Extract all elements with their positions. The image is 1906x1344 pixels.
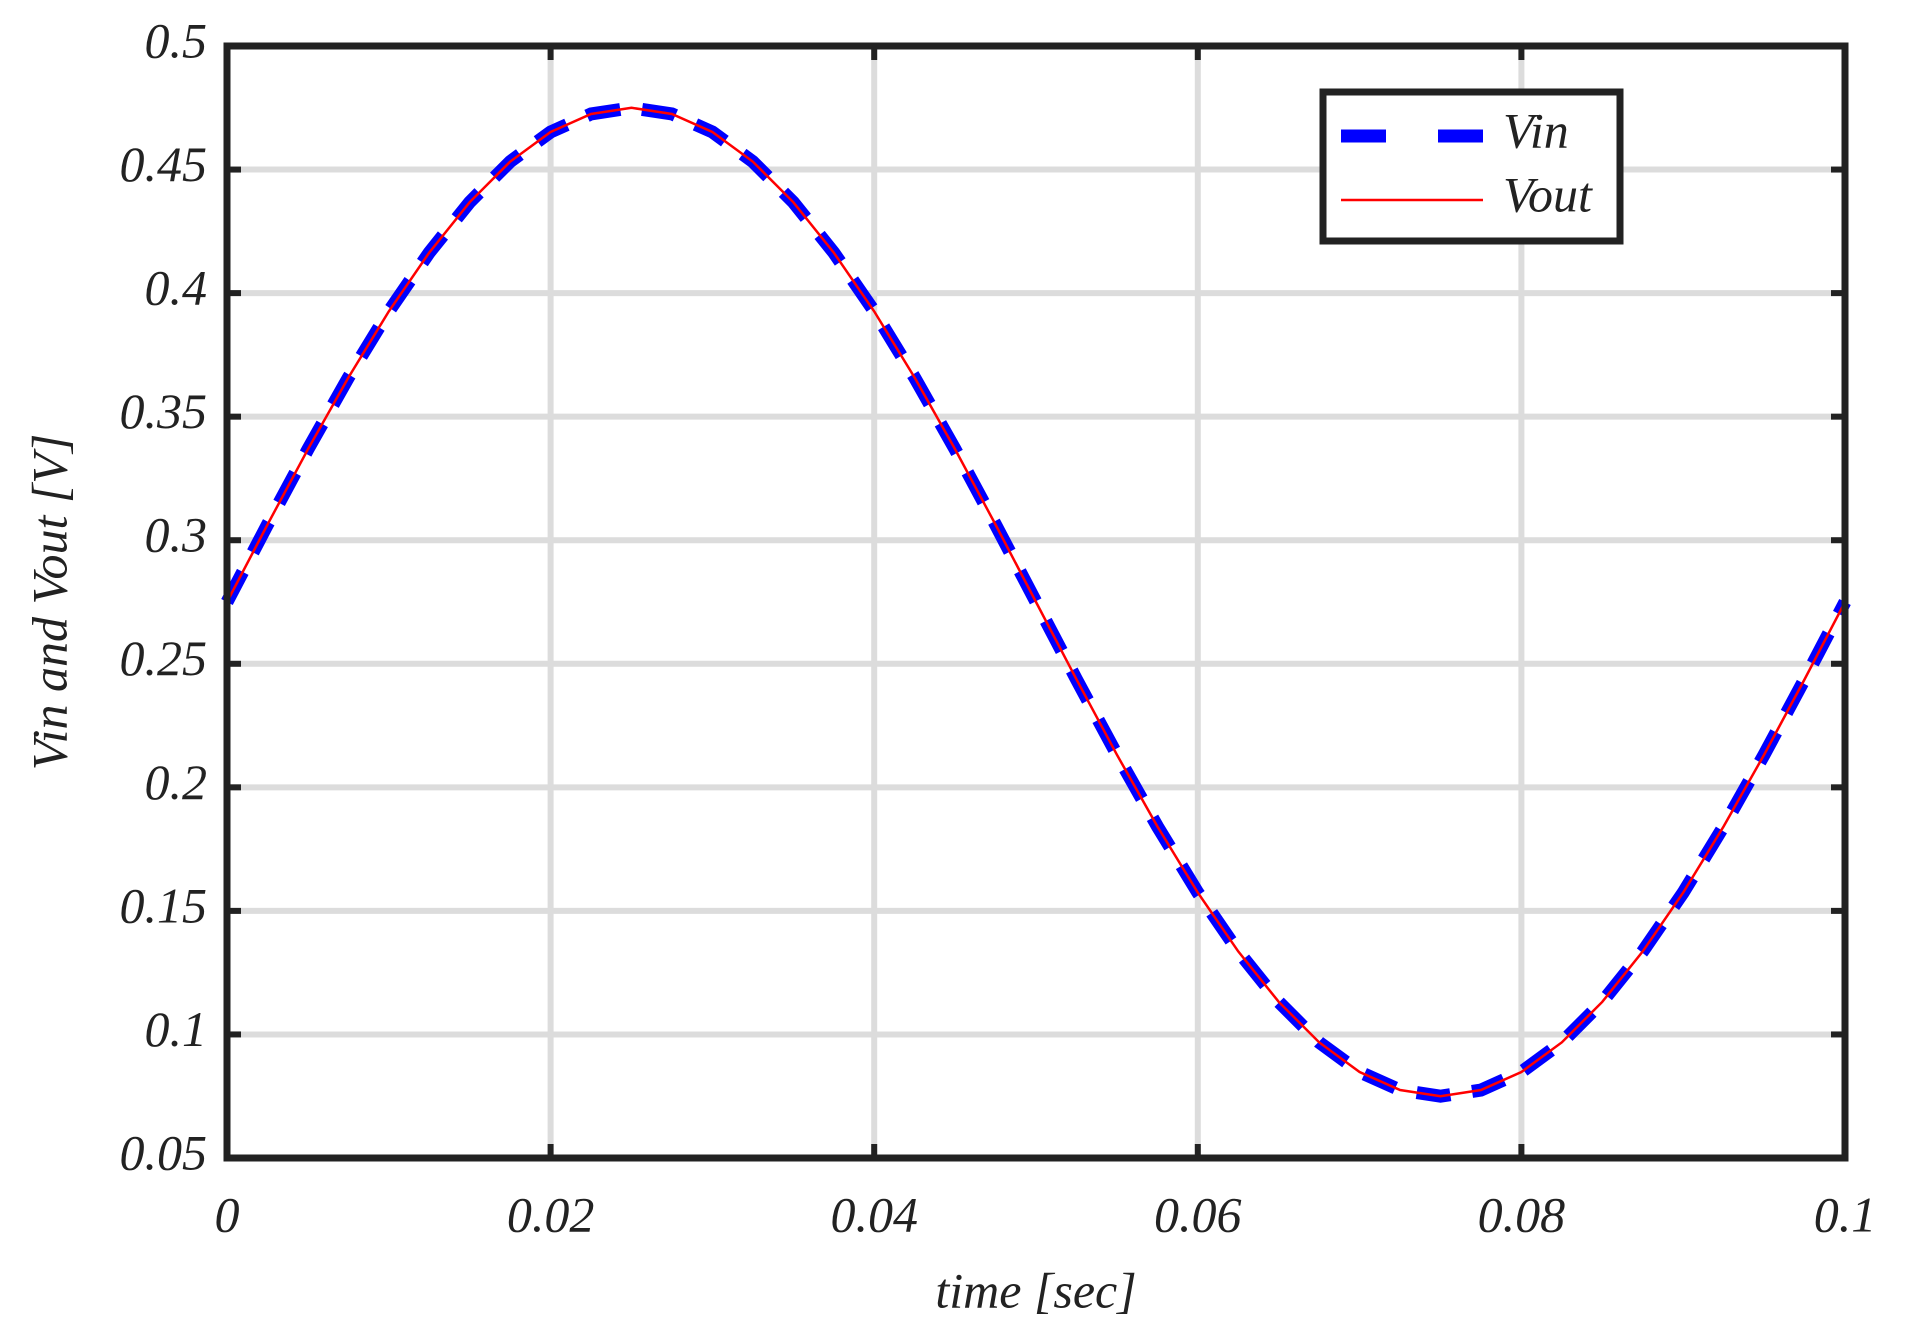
x-axis-title: time [sec] bbox=[935, 1262, 1136, 1318]
y-tick-label: 0.25 bbox=[120, 630, 208, 686]
y-axis-title: Vin and Vout [V] bbox=[21, 434, 77, 771]
y-tick-label: 0.4 bbox=[145, 260, 208, 316]
y-tick-label: 0.05 bbox=[120, 1124, 208, 1180]
legend-label: Vout bbox=[1503, 166, 1593, 222]
y-tick-label: 0.35 bbox=[120, 383, 208, 439]
y-tick-label: 0.2 bbox=[145, 754, 208, 810]
x-tick-label: 0.04 bbox=[830, 1186, 918, 1242]
y-tick-label: 0.15 bbox=[120, 877, 208, 933]
x-tick-label: 0.06 bbox=[1154, 1186, 1242, 1242]
x-tick-label: 0 bbox=[215, 1186, 240, 1242]
y-tick-label: 0.45 bbox=[120, 136, 208, 192]
y-tick-label: 0.1 bbox=[145, 1001, 208, 1057]
legend-label: Vin bbox=[1503, 102, 1569, 158]
plot-frame bbox=[223, 42, 1849, 1162]
x-tick-label: 0.1 bbox=[1814, 1186, 1877, 1242]
y-tick-label: 0.5 bbox=[145, 12, 208, 68]
series-line bbox=[225, 106, 1847, 1098]
x-tick-label: 0.02 bbox=[507, 1186, 595, 1242]
x-tick-label: 0.08 bbox=[1478, 1186, 1566, 1242]
legend-box bbox=[1319, 88, 1624, 245]
y-tick-label: 0.3 bbox=[145, 507, 208, 563]
